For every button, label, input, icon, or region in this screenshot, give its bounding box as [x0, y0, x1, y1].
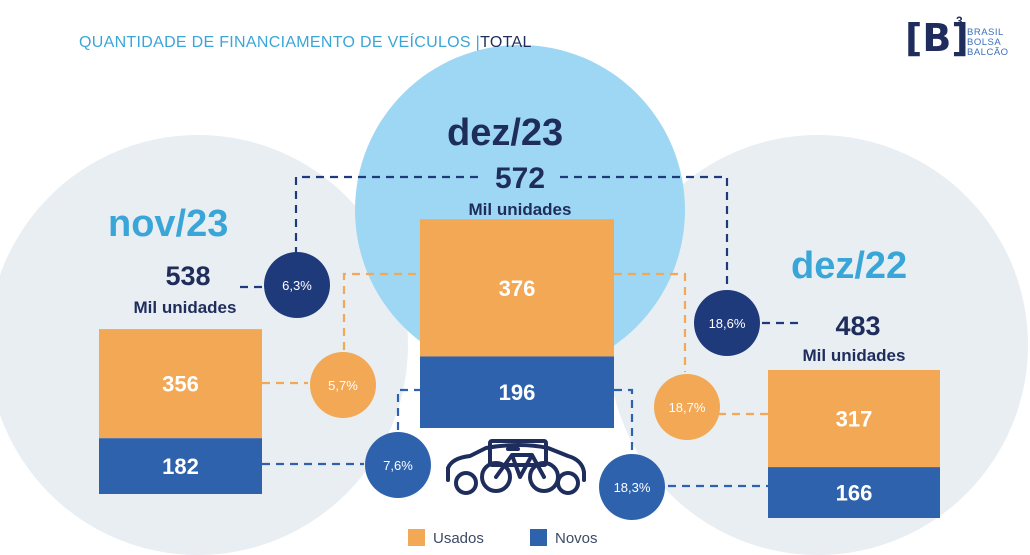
total-value-dez23: 572 [494, 162, 546, 195]
bar-usados-nov23 [99, 329, 262, 439]
logo-line-3: BALCÃO [967, 47, 1009, 58]
connector-total-left [294, 175, 478, 255]
total-unit-nov23: Mil unidades [133, 298, 237, 317]
title-main: QUANTIDADE DE FINANCIAMENTO DE VEÍCULOS [79, 34, 471, 51]
truck-icon-body [488, 439, 548, 467]
bike-frame [494, 447, 546, 479]
period-label-nov23: nov/23 [108, 203, 229, 245]
legend-swatch-usados [408, 529, 425, 546]
bar-novos-dez22 [768, 467, 940, 518]
bar-novos-dez23 [420, 356, 614, 428]
connector-usados-left-up [342, 272, 420, 350]
title-suffix: TOTAL [480, 34, 532, 51]
legend-label-novos: Novos [555, 530, 598, 547]
bar-label-usados-dez22: 317 [836, 407, 873, 432]
bar-label-usados-nov23: 356 [162, 372, 199, 397]
variation-novos-nov23-circle [365, 432, 431, 498]
legend-swatch-novos [530, 529, 547, 546]
bar-novos-nov23 [99, 438, 262, 494]
period-label-dez23: dez/23 [447, 112, 564, 154]
bar-label-novos-dez23: 196 [499, 380, 536, 405]
variation-total-nov23-label: 6,3% [282, 278, 312, 293]
logo-line-2: BOLSA [967, 37, 1002, 48]
variation-total-dez22-circle [694, 290, 760, 356]
bar-usados-dez22 [768, 369, 940, 468]
legend-usados: Usados [408, 529, 484, 547]
total-unit-dez23: Mil unidades [468, 200, 572, 219]
bike-wheel-right [528, 461, 560, 493]
connector-novos-right [614, 388, 634, 455]
title-separator: | [475, 34, 481, 51]
variation-usados-dez22-circle [654, 374, 720, 440]
bar-label-novos-dez22: 166 [836, 481, 873, 506]
variation-usados-nov23-circle [310, 352, 376, 418]
car-icon-body [446, 443, 586, 482]
connector-usados-right [614, 272, 687, 372]
total-value-dez22: 483 [835, 311, 881, 341]
bar-usados-dez23 [420, 219, 614, 357]
variation-total-dez22-label: 18,6% [709, 316, 746, 331]
total-unit-dez22: Mil unidades [802, 346, 906, 365]
car-wheel-right [556, 471, 580, 495]
bar-label-usados-dez23: 376 [499, 276, 536, 301]
variation-usados-dez22-label: 18,7% [669, 400, 706, 415]
logo-text: BRASIL BOLSA BALCÃO [967, 28, 1009, 58]
legend-novos: Novos [530, 529, 598, 547]
variation-novos-nov23-label: 7,6% [383, 458, 413, 473]
variation-novos-dez22-label: 18,3% [614, 480, 651, 495]
car-wheel-left [454, 471, 478, 495]
bike-wheel-left [480, 461, 512, 493]
connector-total-right [560, 175, 729, 290]
vehicles-icon [446, 439, 586, 495]
total-value-nov23: 538 [165, 261, 211, 291]
variation-usados-nov23-label: 5,7% [328, 378, 358, 393]
variation-novos-dez22-circle [599, 454, 665, 520]
b3-logo: [B] 3 BRASIL BOLSA BALCÃO [905, 14, 1015, 64]
variation-total-nov23-circle [264, 252, 330, 318]
logo-mark: [B] [905, 16, 969, 60]
chart-title: QUANTIDADE DE FINANCIAMENTO DE VEÍCULOS … [79, 34, 532, 52]
logo-superscript: 3 [956, 14, 963, 28]
bar-label-novos-nov23: 182 [162, 454, 199, 479]
legend-label-usados: Usados [433, 530, 484, 547]
period-label-dez22: dez/22 [791, 245, 908, 287]
logo-line-1: BRASIL [967, 27, 1004, 38]
